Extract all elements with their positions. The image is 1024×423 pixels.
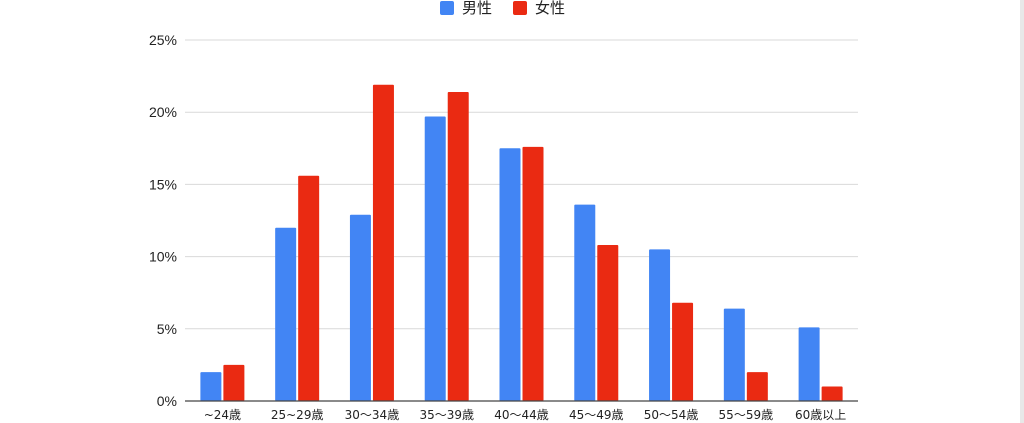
bar-male <box>349 214 371 401</box>
bar-female <box>597 245 619 401</box>
y-axis-labels: 0% 5% 10% 15% 20% 25% <box>149 32 177 409</box>
bar-female <box>821 386 843 401</box>
x-tick-label: 55〜59歳 <box>719 408 774 422</box>
y-gridlines <box>185 39 858 330</box>
bar-male <box>200 372 222 401</box>
bar-male <box>424 116 446 402</box>
bar-male <box>275 227 297 401</box>
bar-female <box>372 84 394 401</box>
legend-swatch-female <box>513 1 527 15</box>
window-edge <box>1020 0 1024 423</box>
bars <box>200 84 843 402</box>
y-tick-label: 25% <box>149 32 177 48</box>
bar-male <box>574 204 596 401</box>
y-tick-label: 20% <box>149 104 177 120</box>
x-tick-label: 25~29歳 <box>271 408 324 422</box>
bar-female <box>298 175 320 401</box>
bar-female <box>746 372 768 401</box>
bar-male <box>723 308 745 401</box>
bar-female <box>223 364 245 401</box>
y-tick-label: 0% <box>157 393 177 409</box>
y-tick-label: 10% <box>149 249 177 265</box>
x-tick-label: 40〜44歳 <box>494 408 549 422</box>
bar-male <box>798 327 820 401</box>
x-tick-label: 60歳以上 <box>795 408 846 422</box>
legend: 男性 女性 <box>440 0 565 17</box>
x-tick-label: 30〜34歳 <box>345 408 400 422</box>
bar-female <box>522 146 544 401</box>
bar-male <box>499 148 521 401</box>
x-tick-label: 35〜39歳 <box>419 408 474 422</box>
x-axis-labels: ~24歳 25~29歳 30〜34歳 35〜39歳 40〜44歳 45〜49歳 50〜54歳… <box>204 408 847 422</box>
x-tick-label: 50〜54歳 <box>644 408 699 422</box>
legend-label-female: 女性 <box>535 0 565 17</box>
bar-female <box>447 91 469 401</box>
x-tick-label: 45〜49歳 <box>569 408 624 422</box>
bar-male <box>649 249 671 401</box>
bar-female <box>672 302 694 401</box>
legend-swatch-male <box>440 1 454 15</box>
y-tick-label: 15% <box>149 176 177 192</box>
x-tick-label: ~24歳 <box>204 408 241 422</box>
legend-label-male: 男性 <box>462 0 492 17</box>
y-tick-label: 5% <box>157 321 177 337</box>
